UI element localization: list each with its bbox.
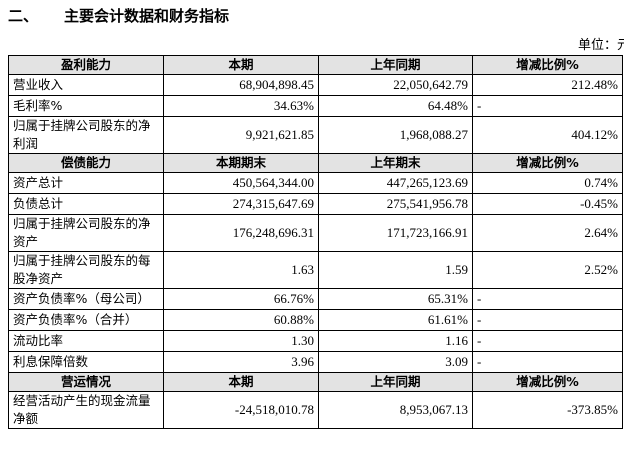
value-cell: 1,968,088.27 (318, 116, 473, 154)
row-label: 毛利率% (8, 95, 164, 117)
data-row: 负债总计 274,315,647.69 275,541,956.78 -0.45% (8, 193, 623, 215)
value-cell: 2.64% (472, 214, 623, 252)
value-cell: - (472, 95, 623, 117)
data-row: 营业收入 68,904,898.45 22,050,642.79 212.48% (8, 74, 623, 96)
header-cell: 上年同期 (318, 372, 473, 392)
row-label: 流动比率 (8, 330, 164, 352)
header-cell: 营运情况 (8, 372, 164, 392)
value-cell: 1.59 (318, 251, 473, 289)
value-cell: 22,050,642.79 (318, 74, 473, 96)
header-cell: 本期 (163, 55, 319, 75)
data-row: 归属于挂牌公司股东的净资产 176,248,696.31 171,723,166.9… (8, 214, 623, 252)
financial-table: 盈利能力 本期 上年同期 增减比例% 营业收入 68,904,898.45 22,050,6… (8, 55, 623, 429)
header-cell: 上年同期 (318, 55, 473, 75)
row-label: 营业收入 (8, 74, 164, 96)
unit-label: 单位：元 (577, 38, 624, 53)
value-cell: 404.12% (472, 116, 623, 154)
value-cell: 1.16 (318, 330, 473, 352)
header-cell: 上年期末 (318, 153, 473, 173)
table-body: 盈利能力 本期 上年同期 增减比例% 营业收入 68,904,898.45 22,050,6… (8, 55, 623, 429)
header-cell: 偿债能力 (8, 153, 164, 173)
row-label: 归属于挂牌公司股东的净资产 (8, 214, 164, 252)
value-cell: - (472, 288, 623, 310)
data-row: 归属于挂牌公司股东的每股净资产 1.63 1.59 2.52% (8, 251, 623, 289)
row-label: 资产负债率%（合并） (8, 309, 164, 331)
row-label: 资产负债率%（母公司） (8, 288, 164, 310)
value-cell: 1.63 (163, 251, 319, 289)
data-row: 经营活动产生的现金流量净额 -24,518,010.78 8,953,067.13-… (8, 391, 623, 429)
value-cell: 68,904,898.45 (163, 74, 319, 96)
value-cell: 275,541,956.78 (318, 193, 473, 215)
value-cell: -24,518,010.78 (163, 391, 319, 429)
value-cell: 64.48% (318, 95, 473, 117)
header-cell: 增减比例% (472, 55, 623, 75)
value-cell: -373.85% (472, 391, 623, 429)
header-cell: 增减比例% (472, 153, 623, 173)
data-row: 流动比率 1.30 1.16- (8, 330, 623, 352)
header-row: 偿债能力 本期期末 上年期末 增减比例% (8, 153, 623, 173)
value-cell: 9,921,621.85 (163, 116, 319, 154)
value-cell: 447,265,123.69 (318, 172, 473, 194)
value-cell: - (472, 351, 623, 373)
value-cell: 60.88% (163, 309, 319, 331)
row-label: 经营活动产生的现金流量净额 (8, 391, 164, 429)
row-label: 归属于挂牌公司股东的净利润 (8, 116, 164, 154)
section-title: 二、 主要会计数据和财务指标 (8, 5, 229, 26)
value-cell: 2.52% (472, 251, 623, 289)
header-row: 营运情况 本期 上年同期 增减比例% (8, 372, 623, 392)
value-cell: 66.76% (163, 288, 319, 310)
value-cell: 3.96 (163, 351, 319, 373)
header-cell: 增减比例% (472, 372, 623, 392)
value-cell: - (472, 309, 623, 331)
value-cell: -0.45% (472, 193, 623, 215)
value-cell: 212.48% (472, 74, 623, 96)
header-cell: 盈利能力 (8, 55, 164, 75)
row-label: 资产总计 (8, 172, 164, 194)
title-text: 主要会计数据和财务指标 (64, 7, 230, 25)
value-cell: 65.31% (318, 288, 473, 310)
value-cell: 176,248,696.31 (163, 214, 319, 252)
value-cell: 450,564,344.00 (163, 172, 319, 194)
header-cell: 本期期末 (163, 153, 319, 173)
row-label: 利息保障倍数 (8, 351, 164, 373)
value-cell: 34.63% (163, 95, 319, 117)
value-cell: 8,953,067.13 (318, 391, 473, 429)
value-cell: - (472, 330, 623, 352)
data-row: 归属于挂牌公司股东的净利润 9,921,621.85 1,968,088.27 404… (8, 116, 623, 154)
value-cell: 3.09 (318, 351, 473, 373)
value-cell: 1.30 (163, 330, 319, 352)
data-row: 资产总计 450,564,344.00 447,265,123.69 0.74% (8, 172, 623, 194)
data-row: 利息保障倍数 3.96 3.09- (8, 351, 623, 373)
data-row: 毛利率% 34.63% 64.48% - (8, 95, 623, 117)
data-row: 资产负债率%（合并） 60.88% 61.61% - (8, 309, 623, 331)
value-cell: 61.61% (318, 309, 473, 331)
value-cell: 171,723,166.91 (318, 214, 473, 252)
data-row: 资产负债率%（母公司） 66.76% 65.31% - (8, 288, 623, 310)
row-label: 负债总计 (8, 193, 164, 215)
header-row: 盈利能力 本期 上年同期 增减比例% (8, 55, 623, 75)
value-cell: 274,315,647.69 (163, 193, 319, 215)
row-label: 归属于挂牌公司股东的每股净资产 (8, 251, 164, 289)
value-cell: 0.74% (472, 172, 623, 194)
section-number: 二、 (8, 7, 39, 25)
header-cell: 本期 (163, 372, 319, 392)
